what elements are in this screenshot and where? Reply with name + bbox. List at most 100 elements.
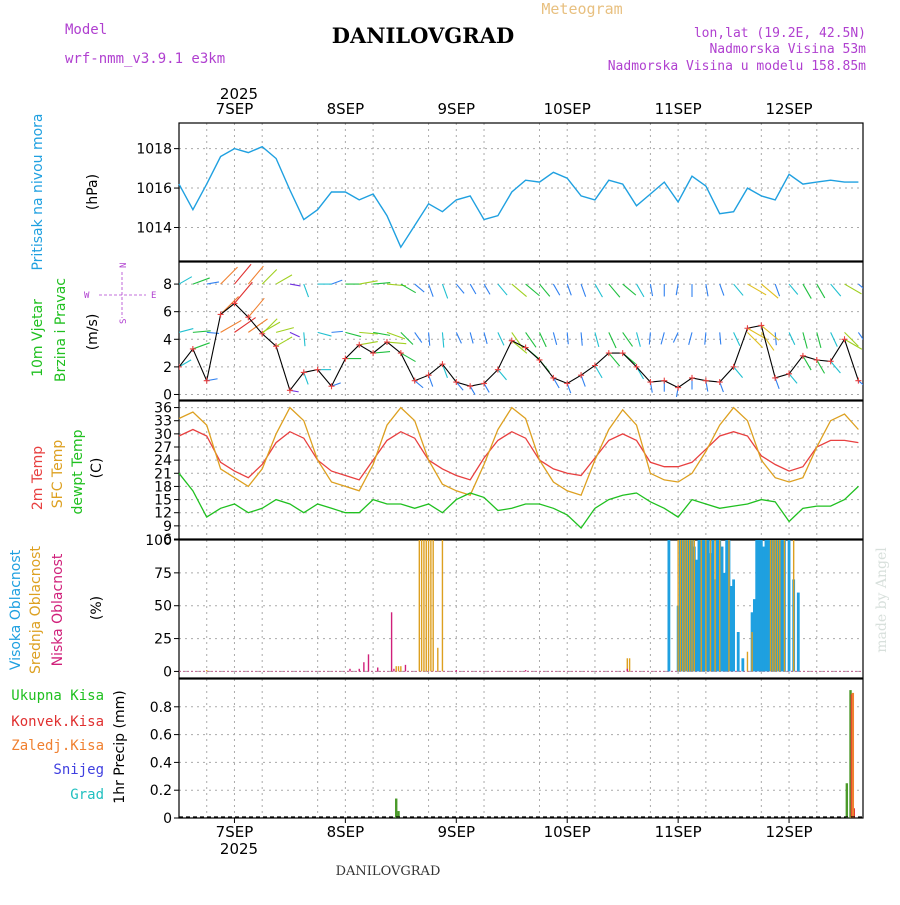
wind-vector bbox=[331, 330, 343, 333]
wind-speed-marker bbox=[189, 345, 196, 352]
y-tick-label: 25 bbox=[154, 632, 172, 648]
wind-vector bbox=[373, 331, 391, 336]
wind-vector bbox=[511, 283, 527, 297]
wind-vector bbox=[497, 283, 508, 296]
panel-pressure: 1014 1016 1018 bbox=[136, 122, 864, 262]
panel-frame bbox=[178, 678, 864, 819]
panel-clouds: 0 25 50 75 100 bbox=[145, 533, 864, 680]
wind-speed-marker bbox=[841, 336, 848, 343]
cloud-high-bar bbox=[729, 586, 733, 672]
wind-vector bbox=[497, 332, 505, 346]
precip-ylabel: 1hr Precip (mm) bbox=[112, 690, 128, 803]
cloud-high-bar bbox=[697, 540, 701, 672]
wind-vector bbox=[660, 332, 665, 345]
wind-vector bbox=[580, 283, 587, 297]
wind-vector bbox=[414, 283, 425, 293]
wind-vector bbox=[608, 352, 621, 367]
wind-vector bbox=[469, 385, 476, 395]
wind-unit: (m/s) bbox=[85, 314, 101, 351]
tsfc-ylabel: SFC Temp bbox=[50, 440, 66, 509]
wind-vector bbox=[317, 331, 332, 337]
watermark: made by Angel bbox=[874, 547, 890, 653]
legend-frozen-rain: Zaledj.Kisa bbox=[11, 738, 104, 754]
wind-vector bbox=[455, 283, 465, 294]
y-tick-label: 15 bbox=[154, 493, 172, 509]
wind-speed-marker bbox=[494, 366, 501, 373]
cloud-high-bar bbox=[741, 658, 745, 672]
wind-speed-marker bbox=[716, 379, 723, 386]
wind-vector bbox=[373, 282, 391, 285]
wind-speed-marker bbox=[799, 352, 806, 359]
y-tick-label: 0 bbox=[163, 664, 172, 680]
wind-vector bbox=[538, 332, 547, 348]
pressure-ylabel: Pritisak na nivou mora bbox=[30, 113, 46, 270]
y-tick-label: 27 bbox=[154, 440, 172, 456]
wind-speed-marker bbox=[522, 344, 529, 351]
bottom-day-label: 9SEP bbox=[438, 823, 476, 841]
precip-total-bar bbox=[395, 798, 398, 818]
y-tick-label: 6 bbox=[163, 532, 172, 548]
wind-vector bbox=[441, 363, 448, 379]
wind-vector bbox=[580, 374, 586, 387]
cloud-high-bar bbox=[759, 540, 763, 672]
compass-north: N bbox=[119, 263, 129, 268]
year-label-bottom: 2025 bbox=[220, 840, 258, 858]
wind-vector bbox=[220, 266, 238, 285]
wind-vector bbox=[830, 332, 838, 347]
wind-vector bbox=[816, 332, 822, 348]
wind-speed-marker bbox=[286, 387, 293, 394]
wind-vector bbox=[303, 332, 306, 347]
wind-vector bbox=[566, 283, 572, 296]
year-label-top: 2025 bbox=[220, 85, 258, 103]
t2m-ylabel: 2m Temp bbox=[30, 446, 46, 510]
wind-vector bbox=[275, 274, 293, 285]
wind-vector bbox=[858, 283, 863, 289]
wind-speed-marker bbox=[342, 355, 349, 362]
wind-vector bbox=[774, 332, 777, 346]
cloud-high-bar bbox=[736, 632, 740, 672]
y-tick-label: 4 bbox=[163, 332, 172, 348]
wind-vector bbox=[774, 377, 780, 390]
wind-vector bbox=[802, 332, 808, 349]
wind-speed-marker bbox=[179, 363, 182, 370]
cloud-high-bar bbox=[667, 540, 671, 672]
cloud-mid-ylabel: Srednja Oblacnost bbox=[28, 546, 44, 674]
cloud-high-bar bbox=[725, 540, 729, 672]
wind-vector bbox=[719, 381, 724, 393]
wind-vector bbox=[675, 283, 679, 296]
wind-speed-marker bbox=[425, 372, 432, 379]
top-day-label: 12SEP bbox=[765, 100, 812, 118]
panel-frame bbox=[178, 400, 864, 540]
wind-vector bbox=[608, 332, 617, 349]
model-altitude-label: Nadmorska Visina u modelu 158.85m bbox=[608, 59, 866, 74]
compass-south: S bbox=[119, 319, 129, 324]
wind-vector bbox=[192, 342, 210, 350]
wind-vector bbox=[483, 283, 491, 295]
wind-vector bbox=[566, 383, 572, 394]
location-title: DANILOVGRAD bbox=[332, 23, 514, 48]
wind-speed-marker bbox=[564, 380, 571, 387]
wind-vector bbox=[345, 331, 362, 338]
wind-vector bbox=[234, 263, 252, 285]
y-tick-label: 75 bbox=[154, 566, 172, 582]
cloud-high-bar bbox=[722, 572, 726, 672]
cloud-high-bar bbox=[732, 579, 735, 672]
wind-vector bbox=[788, 373, 798, 384]
wind-speed-marker bbox=[481, 380, 488, 387]
wind-speed-marker bbox=[508, 337, 515, 344]
bottom-day-label: 10SEP bbox=[544, 823, 591, 841]
wind-vector bbox=[704, 332, 707, 345]
wind-ylabel: 10m Vjetar bbox=[30, 299, 46, 377]
wind-vector bbox=[733, 366, 744, 378]
wind-speed-marker bbox=[245, 314, 252, 321]
top-day-label: 11SEP bbox=[655, 100, 702, 118]
wind-vector bbox=[636, 283, 645, 298]
wind-vector bbox=[649, 283, 654, 297]
footer-location: DANILOVGRAD bbox=[336, 864, 441, 879]
wind-vector bbox=[733, 283, 744, 296]
wind-vector bbox=[688, 332, 693, 345]
cloud-high-bar bbox=[755, 540, 759, 672]
wind-speed-marker bbox=[314, 366, 321, 373]
wind-speed-marker bbox=[633, 363, 640, 370]
wind-speed-marker bbox=[855, 377, 862, 384]
